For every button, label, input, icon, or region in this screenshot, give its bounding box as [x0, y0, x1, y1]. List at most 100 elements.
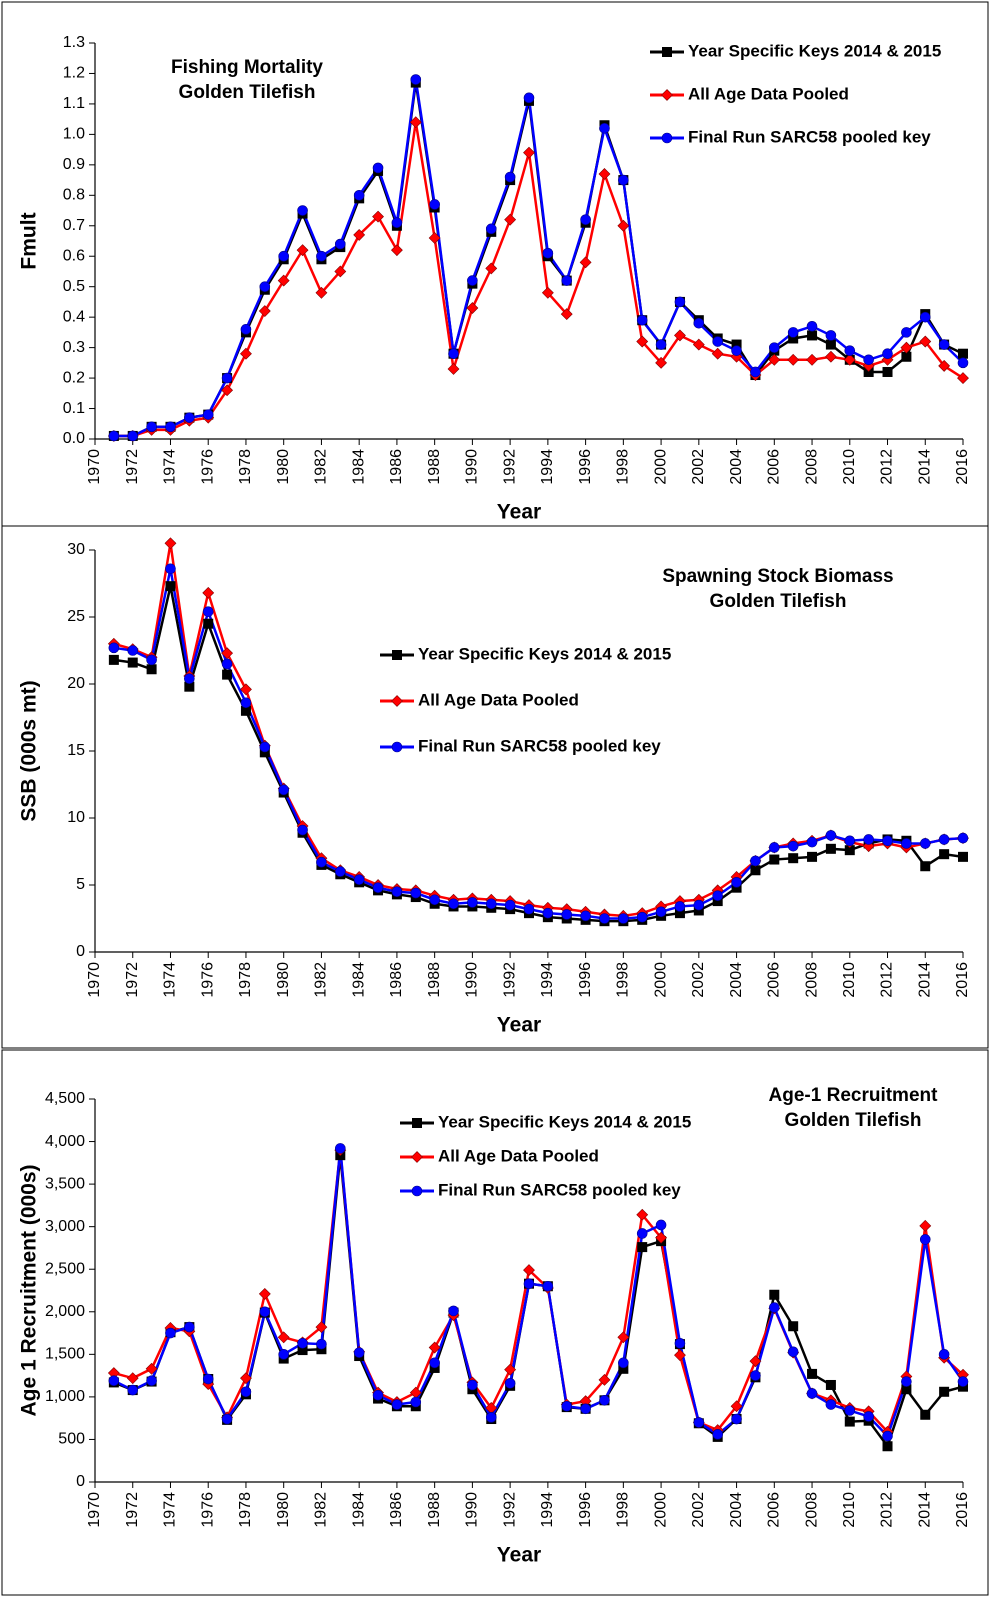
marker-circle: [599, 1394, 610, 1406]
x-tick-label: 2008: [803, 449, 820, 485]
marker-diamond: [636, 1208, 649, 1221]
legend-marker: [411, 1185, 423, 1197]
marker-circle: [335, 866, 346, 877]
marker-circle: [523, 1278, 535, 1289]
legend-marker: [392, 650, 402, 660]
marker-circle: [599, 913, 610, 924]
marker-circle: [259, 1306, 271, 1318]
marker-circle: [127, 645, 139, 656]
marker-circle: [448, 1305, 459, 1317]
y-tick-label: 0.6: [63, 247, 85, 264]
y-tick-label: 0.5: [63, 278, 85, 295]
marker-square: [203, 618, 214, 629]
marker-circle: [863, 354, 874, 366]
y-tick-label: 0.1: [63, 400, 85, 417]
marker-diamond: [126, 1372, 139, 1385]
marker-diamond: [674, 1349, 686, 1362]
marker-square: [825, 843, 836, 854]
marker-diamond: [145, 1362, 158, 1375]
marker-circle: [938, 1349, 950, 1360]
marker-square: [825, 1379, 836, 1390]
x-tick-label: 1998: [615, 449, 632, 485]
marker-circle: [542, 1280, 554, 1292]
marker-circle: [542, 907, 554, 919]
marker-circle: [146, 421, 157, 433]
chart-title: Fishing Mortality: [171, 57, 323, 78]
marker-circle: [938, 834, 950, 845]
x-axis-title: Year: [497, 501, 541, 524]
marker-square: [958, 851, 968, 862]
x-tick-label: 1970: [86, 449, 103, 485]
y-tick-label: 3,000: [45, 1218, 85, 1235]
marker-diamond: [334, 265, 347, 278]
marker-circle: [410, 887, 422, 899]
x-tick-label: 2006: [766, 1492, 783, 1528]
marker-diamond: [353, 228, 366, 241]
marker-circle: [957, 1376, 969, 1387]
marker-diamond: [409, 116, 422, 129]
series-line: [113, 79, 964, 438]
x-tick-label: 2016: [954, 449, 971, 485]
marker-square: [825, 339, 836, 350]
marker-square: [920, 1409, 931, 1420]
marker-diamond: [428, 232, 441, 244]
x-tick-label: 1990: [464, 1492, 481, 1528]
legend-label: All Age Data Pooled: [418, 690, 579, 709]
marker-circle: [278, 784, 289, 796]
x-tick-label: 1994: [539, 962, 556, 998]
marker-diamond: [485, 262, 498, 275]
marker-square: [958, 348, 968, 359]
panel-border: [1, 1049, 989, 1596]
marker-circle: [485, 223, 497, 235]
x-tick-label: 2004: [728, 449, 745, 485]
marker-circle: [202, 606, 214, 617]
x-tick-label: 1984: [350, 962, 367, 998]
legend-label: Year Specific Keys 2014 & 2015: [688, 41, 941, 60]
marker-circle: [127, 430, 139, 442]
marker-circle: [901, 327, 912, 338]
x-tick-label: 2000: [652, 449, 669, 485]
x-tick-label: 1972: [124, 1492, 141, 1528]
legend-marker: [662, 47, 672, 57]
legend-label: Final Run SARC58 pooled key: [688, 127, 931, 146]
marker-circle: [674, 901, 686, 912]
marker-circle: [429, 199, 440, 210]
marker-circle: [165, 421, 176, 433]
marker-circle: [580, 910, 591, 922]
marker-circle: [561, 1400, 573, 1412]
x-tick-label: 1970: [86, 962, 103, 998]
marker-circle: [769, 1302, 780, 1313]
marker-circle: [731, 345, 742, 356]
marker-circle: [316, 250, 327, 262]
x-tick-label: 1998: [615, 962, 632, 998]
marker-circle: [882, 835, 893, 847]
marker-diamond: [598, 1373, 611, 1386]
x-tick-label: 2004: [728, 1492, 745, 1528]
y-tick-label: 30: [67, 541, 85, 558]
x-tick-label: 1980: [275, 962, 292, 998]
marker-circle: [297, 205, 308, 216]
marker-diamond: [711, 347, 724, 360]
marker-circle: [146, 1375, 157, 1387]
marker-circle: [429, 894, 440, 906]
marker-diamond: [240, 683, 252, 696]
marker-circle: [919, 311, 931, 323]
marker-circle: [957, 832, 969, 844]
legend-label: All Age Data Pooled: [688, 84, 849, 103]
x-tick-label: 1998: [615, 1492, 632, 1528]
marker-diamond: [787, 353, 800, 366]
y-tick-label: 15: [67, 742, 85, 759]
legend-marker: [412, 1118, 422, 1128]
x-tick-label: 1978: [237, 1492, 254, 1528]
marker-circle: [429, 1357, 440, 1369]
marker-diamond: [523, 1264, 535, 1276]
marker-circle: [863, 1411, 874, 1422]
marker-circle: [202, 409, 214, 420]
x-tick-label: 1978: [237, 449, 254, 485]
marker-circle: [448, 348, 459, 360]
legend-label: Year Specific Keys 2014 & 2015: [418, 644, 671, 663]
marker-circle: [221, 658, 233, 670]
x-tick-label: 1992: [501, 1492, 518, 1528]
x-tick-label: 1974: [162, 449, 179, 485]
marker-circle: [919, 1234, 931, 1245]
